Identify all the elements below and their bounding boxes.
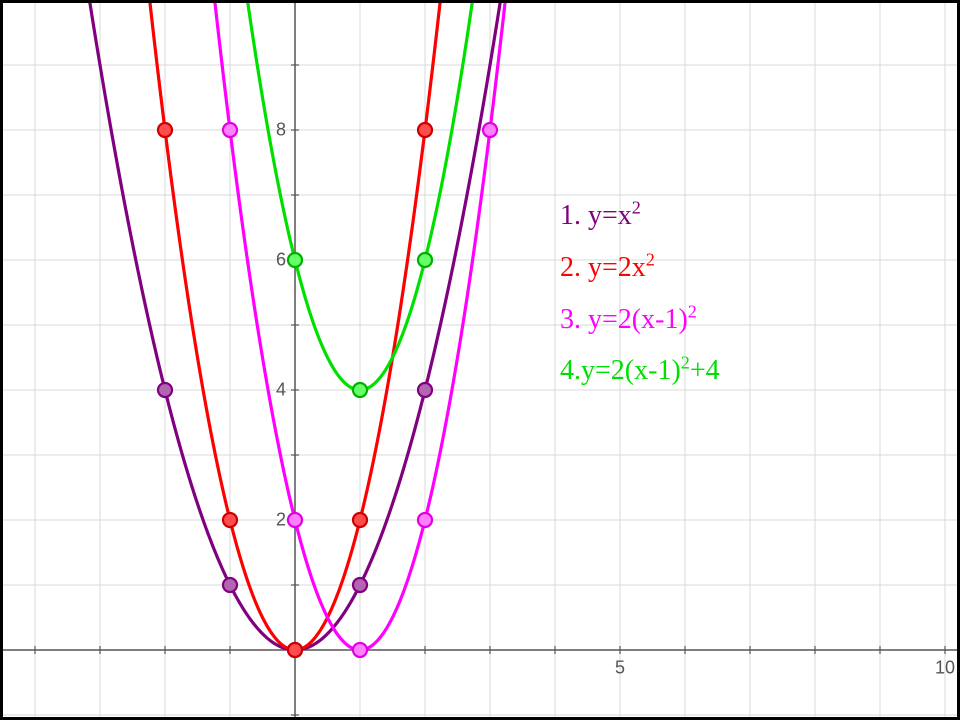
parabola-chart: [0, 0, 960, 720]
y-tick-label: 6: [276, 250, 286, 271]
marker-magenta: [418, 513, 432, 527]
marker-purple: [353, 578, 367, 592]
y-tick-label: 2: [276, 510, 286, 531]
marker-magenta: [223, 123, 237, 137]
marker-magenta: [483, 123, 497, 137]
marker-green: [418, 253, 432, 267]
marker-green: [353, 383, 367, 397]
marker-red: [158, 123, 172, 137]
marker-magenta: [353, 643, 367, 657]
marker-magenta: [288, 513, 302, 527]
marker-red: [353, 513, 367, 527]
marker-purple: [158, 383, 172, 397]
marker-red: [418, 123, 432, 137]
marker-purple: [418, 383, 432, 397]
legend-entry-4: 4.y=2(x-1)2+4: [560, 345, 720, 397]
y-tick-label: 8: [276, 120, 286, 141]
y-tick-label: 4: [276, 380, 286, 401]
legend-entry-3: 3. y=2(x-1)2: [560, 294, 720, 346]
legend: 1. y=x22. y=2x23. y=2(x-1)24.y=2(x-1)2+4: [560, 190, 720, 397]
marker-green: [288, 253, 302, 267]
x-tick-label: 10: [935, 658, 955, 679]
x-tick-label: 5: [615, 658, 625, 679]
legend-entry-2: 2. y=2x2: [560, 242, 720, 294]
legend-entry-1: 1. y=x2: [560, 190, 720, 242]
marker-red: [288, 643, 302, 657]
marker-purple: [223, 578, 237, 592]
marker-red: [223, 513, 237, 527]
